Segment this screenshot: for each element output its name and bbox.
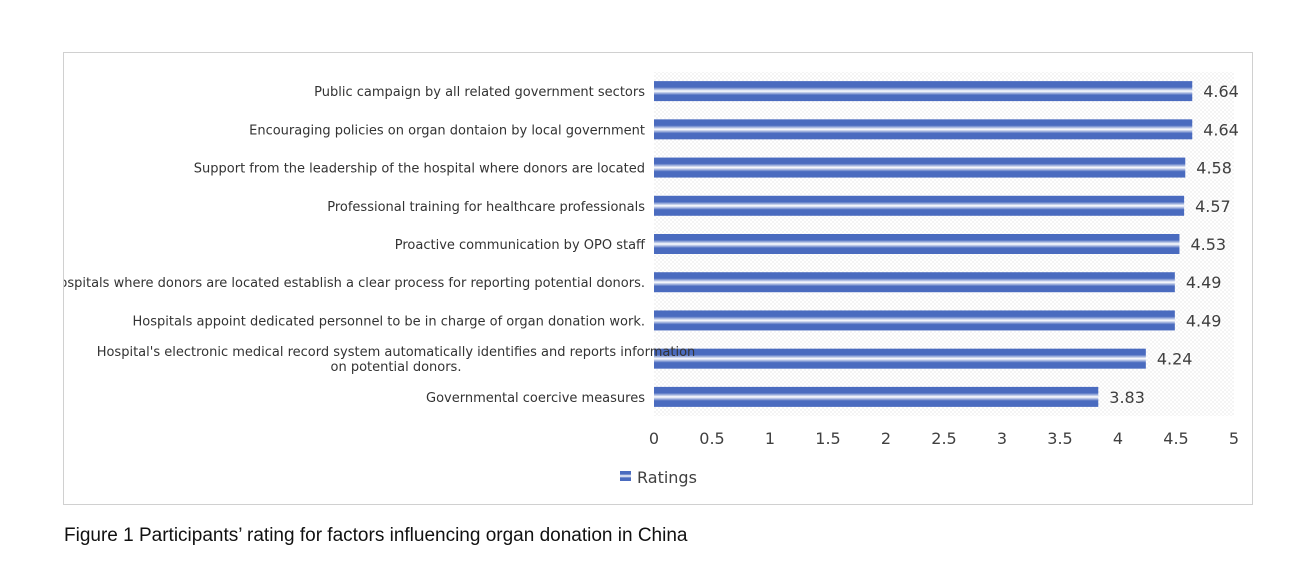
data-label-6: 4.49 xyxy=(1186,273,1222,292)
bar-4 xyxy=(654,195,1185,216)
legend: Ratings xyxy=(620,468,697,487)
category-label-5: Proactive communication by OPO staff xyxy=(395,238,646,253)
x-tick-label-1: 0 xyxy=(649,429,659,448)
bar-7 xyxy=(654,310,1175,331)
bar-5 xyxy=(654,234,1180,254)
bar-6 xyxy=(654,272,1175,293)
x-tick-label-9: 4 xyxy=(1113,429,1123,448)
category-label-1: Public campaign by all related governmen… xyxy=(314,85,645,100)
category-label-2: Encouraging policies on organ dontaion b… xyxy=(249,123,645,138)
x-tick-label-3: 1 xyxy=(765,429,775,448)
bar-1 xyxy=(654,81,1193,102)
category-label-7: Hospitals appoint dedicated personnel to… xyxy=(133,314,645,329)
x-tick-label-5: 2 xyxy=(881,429,891,448)
category-label-9: Governmental coercive measures xyxy=(426,391,645,406)
x-tick-label-11: 5 xyxy=(1229,429,1239,448)
data-label-4: 4.57 xyxy=(1195,197,1231,216)
x-tick-label-6: 2.5 xyxy=(931,429,956,448)
figure-caption: Figure 1 Participants’ rating for factor… xyxy=(64,525,688,546)
category-label-6: Hospitals where donors are located estab… xyxy=(64,276,645,291)
data-label-9: 3.83 xyxy=(1109,388,1145,407)
bar-3 xyxy=(654,157,1186,178)
category-label-4: Professional training for healthcare pro… xyxy=(327,200,645,215)
x-tick-label-10: 4.5 xyxy=(1163,429,1188,448)
chart-frame: Public campaign by all related governmen… xyxy=(63,52,1253,505)
legend-label-ratings: Ratings xyxy=(637,468,697,487)
bar-2 xyxy=(654,119,1193,140)
data-label-3: 4.58 xyxy=(1196,159,1232,178)
x-tick-label-2: 0.5 xyxy=(699,429,724,448)
data-label-1: 4.64 xyxy=(1203,82,1239,101)
data-label-2: 4.64 xyxy=(1203,120,1239,139)
data-label-8: 4.24 xyxy=(1157,350,1193,369)
data-label-5: 4.53 xyxy=(1190,235,1226,254)
category-label-3: Support from the leadership of the hospi… xyxy=(194,162,645,177)
bar-chart: Public campaign by all related governmen… xyxy=(64,72,1239,487)
x-tick-label-8: 3.5 xyxy=(1047,429,1072,448)
x-tick-label-4: 1.5 xyxy=(815,429,840,448)
data-label-7: 4.49 xyxy=(1186,311,1222,330)
bar-8 xyxy=(654,348,1146,369)
bar-9 xyxy=(654,386,1099,407)
legend-swatch-ratings xyxy=(620,471,631,481)
category-label-8: Hospital's electronic medical record sys… xyxy=(97,345,696,375)
x-tick-label-7: 3 xyxy=(997,429,1007,448)
